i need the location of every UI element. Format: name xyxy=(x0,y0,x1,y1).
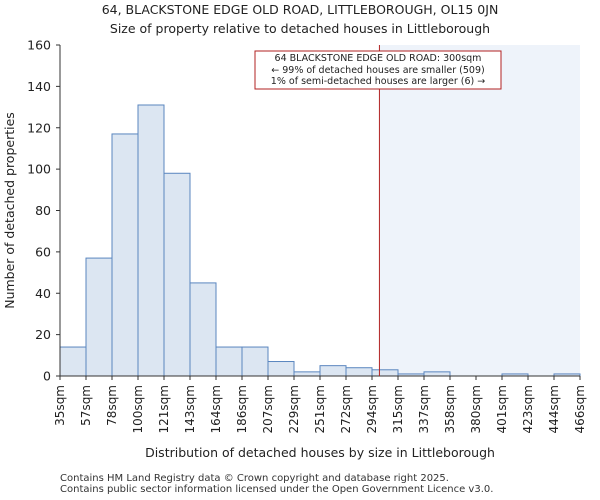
chart-title: 64, BLACKSTONE EDGE OLD ROAD, LITTLEBORO… xyxy=(101,2,499,17)
bar-337sqm xyxy=(423,371,451,377)
footer-copyright: Contains HM Land Registry data © Crown c… xyxy=(60,473,449,484)
annotation-border xyxy=(254,50,502,90)
x-tick-label: 251sqm xyxy=(313,385,327,433)
x-tick-label: 57sqm xyxy=(79,385,93,426)
chart-subtitle: Size of property relative to detached ho… xyxy=(109,21,491,36)
y-tick-label: 40 xyxy=(35,286,51,301)
annotation-line-2: ← 99% of detached houses are smaller (50… xyxy=(271,65,484,76)
x-axis: 35sqm 57sqm 78sqm 100sqm 121sqm 143sqm 164sqm 1… xyxy=(53,375,587,433)
x-tick-label: 380sqm xyxy=(469,385,483,433)
x-tick-label: 100sqm xyxy=(131,385,145,433)
x-axis-label: Distribution of detached houses by size … xyxy=(145,445,495,460)
x-tick-label: 337sqm xyxy=(417,385,431,433)
bar-229sqm xyxy=(293,371,321,377)
annotation-line-3: 1% of semi-detached houses are larger (6… xyxy=(271,76,485,87)
x-tick-label: 444sqm xyxy=(547,385,561,433)
bar-251sqm xyxy=(319,365,347,377)
x-tick-label: 466sqm xyxy=(573,385,587,433)
bar-57sqm xyxy=(85,257,113,377)
y-tick-label: 120 xyxy=(27,120,51,135)
x-tick-label: 358sqm xyxy=(443,385,457,433)
bar-121sqm xyxy=(163,172,191,377)
bar-78sqm xyxy=(111,133,139,377)
x-tick-label: 143sqm xyxy=(183,385,197,433)
x-tick-label: 121sqm xyxy=(157,385,171,433)
y-tick-label: 160 xyxy=(27,38,51,53)
bar-35sqm xyxy=(59,346,87,377)
bar-294sqm xyxy=(371,369,399,377)
larger-region-highlight xyxy=(379,45,580,376)
bar-207sqm xyxy=(267,361,295,377)
bar-143sqm xyxy=(189,282,217,377)
x-tick-label: 164sqm xyxy=(209,385,223,433)
bar-272sqm xyxy=(345,367,373,377)
bar-100sqm xyxy=(137,104,165,377)
x-tick-label: 186sqm xyxy=(235,385,249,433)
x-tick-label: 272sqm xyxy=(339,385,353,433)
y-tick-label: 20 xyxy=(35,327,51,342)
y-tick-label: 60 xyxy=(35,244,51,259)
x-tick-label: 401sqm xyxy=(495,385,509,433)
x-tick-label: 207sqm xyxy=(261,385,275,433)
y-tick-label: 0 xyxy=(43,369,51,384)
x-tick-label: 423sqm xyxy=(521,385,535,433)
bars-group xyxy=(59,104,581,377)
y-axis: 0 20 40 60 80 100 120 140 160 xyxy=(27,38,61,384)
y-tick-label: 140 xyxy=(27,79,51,94)
annotation-line-1: 64 BLACKSTONE EDGE OLD ROAD: 300sqm xyxy=(275,53,482,64)
footer-licence: Contains public sector information licen… xyxy=(60,484,494,495)
x-tick-label: 315sqm xyxy=(391,385,405,433)
y-tick-label: 80 xyxy=(35,203,51,218)
x-tick-label: 229sqm xyxy=(287,385,301,433)
x-tick-label: 35sqm xyxy=(53,385,67,426)
bar-186sqm xyxy=(241,346,269,377)
bar-164sqm xyxy=(215,346,243,377)
y-axis-label: Number of detached properties xyxy=(2,112,17,309)
annotation-box: 64 BLACKSTONE EDGE OLD ROAD: 300sqm ← 99… xyxy=(254,50,502,90)
x-tick-label: 78sqm xyxy=(105,385,119,426)
y-tick-label: 100 xyxy=(27,162,51,177)
x-tick-label: 294sqm xyxy=(365,385,379,433)
